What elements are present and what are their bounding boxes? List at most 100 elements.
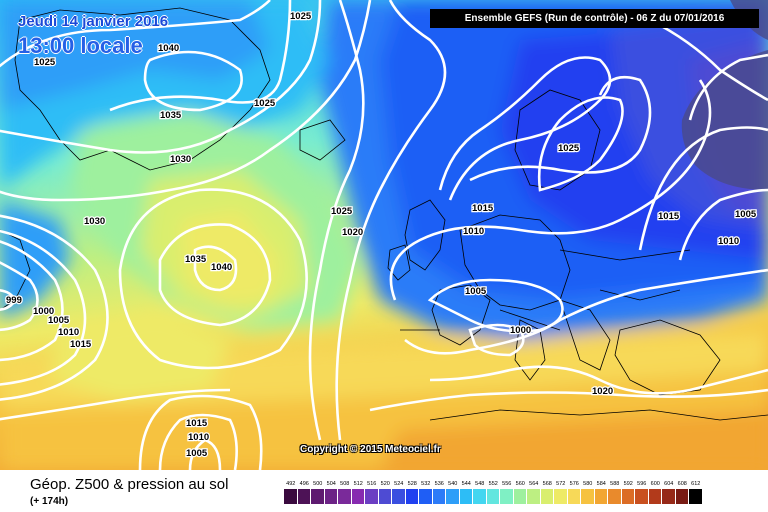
scale-swatch [324, 489, 338, 504]
scale-label: 516 [367, 481, 377, 487]
scale-swatch [527, 489, 541, 504]
scale-label: 580 [583, 481, 593, 487]
scale-swatch [473, 489, 487, 504]
isobar-label: 1040 [211, 262, 232, 273]
scale-swatch [608, 489, 622, 504]
scale-swatch [500, 489, 514, 504]
copyright-notice: Copyright © 2015 Meteociel.fr [300, 444, 441, 455]
scale-label: 504 [326, 481, 336, 487]
isobar-label: 1010 [718, 236, 739, 247]
scale-label: 540 [448, 481, 458, 487]
scale-swatch [635, 489, 649, 504]
isobar-label: 999 [6, 295, 22, 306]
model-run-banner: Ensemble GEFS (Run de contrôle) - 06 Z d… [430, 9, 759, 28]
scale-swatch [311, 489, 325, 504]
scale-swatch [378, 489, 392, 504]
scale-swatch [338, 489, 352, 504]
scale-label: 536 [434, 481, 444, 487]
scale-label: 608 [677, 481, 687, 487]
scale-label: 572 [556, 481, 566, 487]
isobar-label: 1025 [290, 11, 312, 22]
scale-label: 588 [610, 481, 620, 487]
scale-swatch [513, 489, 527, 504]
color-scale [284, 489, 703, 504]
scale-swatch [581, 489, 595, 504]
scale-label: 564 [529, 481, 539, 487]
isobar-label: 1020 [592, 386, 613, 397]
isobar-label: 1015 [70, 339, 92, 350]
lead-time: (+ 174h) [30, 496, 69, 507]
scale-label: 532 [421, 481, 431, 487]
scale-swatch [446, 489, 460, 504]
isobar-labels: 1025 1040 1025 1035 1025 1030 1030 1035 … [5, 10, 758, 461]
isobar-label: 1025 [34, 57, 56, 68]
scale-swatch [284, 489, 298, 504]
isobar-label: 1010 [463, 226, 484, 237]
isobar-label: 1030 [170, 154, 191, 165]
isobar-label: 1025 [558, 143, 580, 154]
forecast-date: Jeudi 14 janvier 2016 [18, 13, 169, 30]
scale-label: 544 [461, 481, 471, 487]
scale-swatch [351, 489, 365, 504]
scale-swatch [540, 489, 554, 504]
isobar-label: 1005 [48, 315, 70, 326]
scale-label: 576 [569, 481, 579, 487]
scale-swatch [432, 489, 446, 504]
scale-label: 600 [650, 481, 660, 487]
scale-label: 596 [637, 481, 647, 487]
scale-swatch [594, 489, 608, 504]
scale-label: 500 [313, 481, 323, 487]
scale-label: 548 [475, 481, 485, 487]
scale-swatch [689, 489, 703, 504]
isobar-label: 1005 [186, 448, 208, 459]
scale-label: 492 [286, 481, 296, 487]
legend-bar: Géop. Z500 & pression au sol (+ 174h) 49… [0, 470, 768, 512]
isobar-label: 1035 [185, 254, 207, 265]
isobar-label: 1000 [510, 325, 531, 336]
scale-label: 528 [407, 481, 417, 487]
isobar-label: 1015 [186, 418, 208, 429]
scale-label: 508 [340, 481, 350, 487]
isobar-label: 1010 [188, 432, 209, 443]
scale-swatch [365, 489, 379, 504]
isobar-label: 1010 [58, 327, 79, 338]
isobar-label: 1025 [254, 98, 276, 109]
isobar-label: 1015 [658, 211, 680, 222]
geopotential-map: 1025 1040 1025 1035 1025 1030 1030 1035 … [0, 0, 768, 470]
scale-label: 552 [488, 481, 498, 487]
isobar-label: 1030 [84, 216, 105, 227]
product-title: Géop. Z500 & pression au sol [30, 476, 229, 493]
scale-swatch [405, 489, 419, 504]
isobar-label: 1035 [160, 110, 182, 121]
isobar-label: 1040 [158, 43, 179, 54]
scale-swatch [419, 489, 433, 504]
scale-swatch [554, 489, 568, 504]
scale-swatch [662, 489, 676, 504]
scale-swatch [648, 489, 662, 504]
color-scale-labels: 492 496 500 504 508 512 516 520 524 528 532 536 540 5… [284, 481, 703, 487]
scale-swatch [675, 489, 689, 504]
forecast-local-time: 13:00 locale [18, 33, 143, 58]
scale-swatch [392, 489, 406, 504]
scale-label: 556 [502, 481, 512, 487]
scale-label: 604 [664, 481, 674, 487]
scale-swatch [567, 489, 581, 504]
scale-swatch [621, 489, 635, 504]
scale-swatch [459, 489, 473, 504]
scale-label: 512 [353, 481, 363, 487]
isobar-label: 1005 [735, 209, 757, 220]
scale-label: 612 [691, 481, 701, 487]
scale-label: 560 [515, 481, 525, 487]
scale-label: 496 [299, 481, 309, 487]
scale-label: 520 [380, 481, 390, 487]
isobar-label: 1025 [331, 206, 353, 217]
scale-label: 592 [623, 481, 633, 487]
scale-label: 568 [542, 481, 552, 487]
scale-label: 584 [596, 481, 606, 487]
isobar-label: 1015 [472, 203, 494, 214]
isobar-label: 1020 [342, 227, 363, 238]
isobars [0, 0, 768, 470]
isobar-label: 1000 [33, 306, 54, 317]
scale-swatch [486, 489, 500, 504]
